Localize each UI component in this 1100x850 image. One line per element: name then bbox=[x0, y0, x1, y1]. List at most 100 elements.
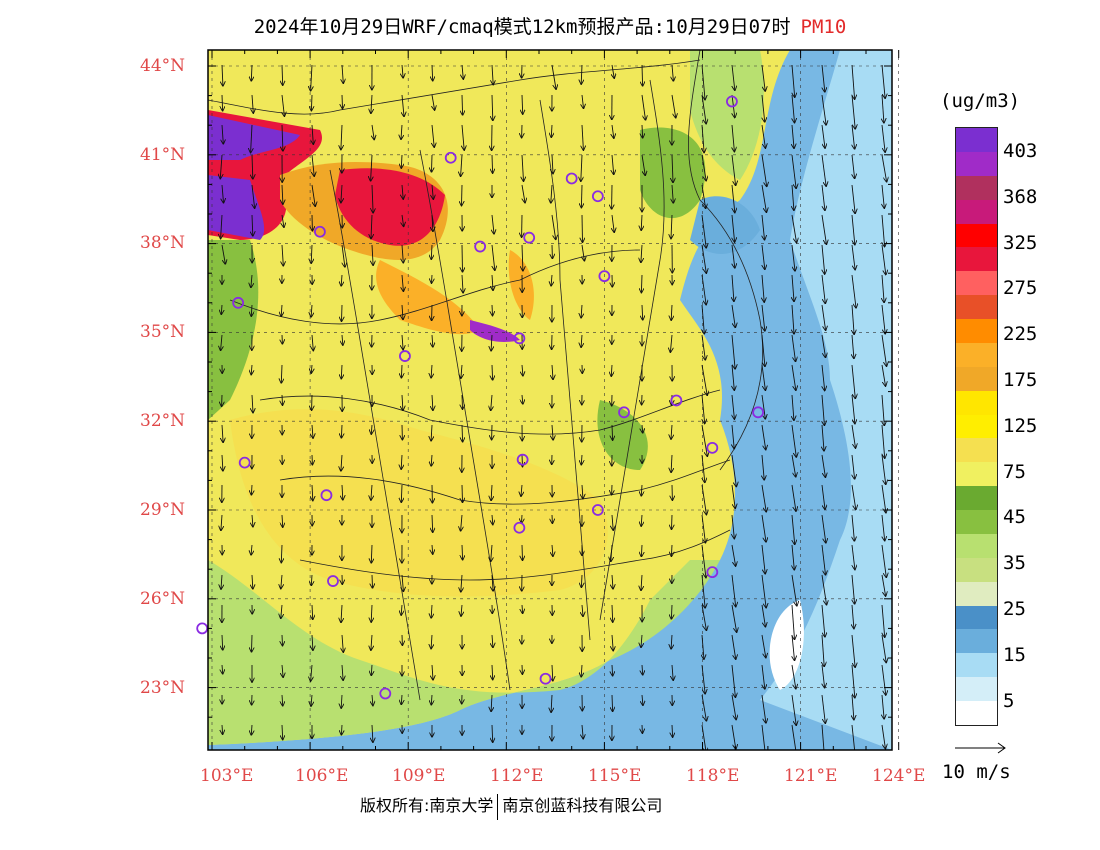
wind-arrow bbox=[881, 424, 885, 458]
axis-ticks bbox=[208, 50, 900, 750]
wind-arrow bbox=[761, 304, 765, 331]
west-peak-field bbox=[208, 115, 300, 160]
wind-arrow bbox=[881, 244, 886, 274]
wind-arrow bbox=[251, 64, 252, 81]
wind-arrow bbox=[372, 694, 373, 705]
wind-arrow bbox=[731, 664, 735, 697]
wind-arrow bbox=[432, 184, 433, 199]
wind-arrow bbox=[732, 424, 734, 449]
wind-arrow bbox=[761, 94, 765, 122]
legend-label: 325 bbox=[1003, 231, 1038, 254]
title-species: PM10 bbox=[800, 16, 847, 38]
wind-arrow bbox=[701, 484, 706, 514]
wind-arrow bbox=[732, 394, 734, 419]
wind-arrow bbox=[522, 244, 523, 271]
legend-swatch bbox=[956, 486, 997, 510]
wind-arrow bbox=[821, 694, 825, 723]
wind-arrow bbox=[281, 604, 282, 618]
wind-arrow bbox=[672, 724, 673, 737]
wind-arrow bbox=[222, 424, 223, 442]
wind-arrow bbox=[521, 184, 525, 203]
wind-arrow bbox=[552, 424, 553, 440]
wind-arrow bbox=[431, 244, 432, 259]
wind-arrow bbox=[882, 694, 884, 719]
wind-arrow bbox=[581, 574, 582, 587]
wind-arrow bbox=[431, 694, 432, 705]
wind-arrow bbox=[251, 124, 252, 152]
wind-arrow bbox=[342, 304, 343, 321]
wind-arrow bbox=[522, 394, 523, 404]
wind-arrow bbox=[761, 244, 765, 269]
wind-arrow bbox=[371, 424, 372, 434]
wind-arrow bbox=[701, 664, 705, 694]
central-yellow bbox=[230, 409, 608, 597]
city-marker bbox=[232, 296, 245, 309]
wind-arrow bbox=[821, 244, 825, 274]
wind-arrow bbox=[312, 154, 314, 176]
wind-arrow bbox=[731, 484, 735, 508]
legend-swatch bbox=[956, 581, 997, 606]
wind-arrow bbox=[732, 364, 734, 390]
wind-arrow bbox=[852, 304, 854, 334]
fenwei-purple bbox=[470, 320, 520, 342]
wind-arrow bbox=[582, 604, 583, 616]
copyright-left: 版权所有:南京大学 bbox=[360, 796, 494, 815]
wind-arrow bbox=[342, 94, 343, 108]
wind-arrow bbox=[822, 634, 824, 666]
wind-arrow bbox=[792, 634, 795, 660]
wind-arrow bbox=[341, 244, 345, 267]
legend-swatch bbox=[956, 175, 997, 200]
wind-arrow bbox=[222, 184, 224, 203]
dabie-green bbox=[597, 400, 648, 470]
wind-arrow bbox=[851, 664, 855, 698]
wind-arrow bbox=[491, 394, 492, 410]
wind-arrow bbox=[221, 214, 222, 238]
wind-arrow bbox=[851, 544, 855, 569]
wind-arrow bbox=[282, 394, 283, 405]
wind-arrow bbox=[251, 364, 252, 374]
wind-arrow bbox=[342, 634, 343, 652]
wind-arrow bbox=[491, 334, 492, 351]
west-peak-field-2 bbox=[208, 175, 265, 240]
wind-arrow bbox=[670, 334, 672, 352]
legend-swatch bbox=[956, 510, 997, 534]
wind-arrow bbox=[732, 514, 734, 538]
wind-arrow bbox=[672, 514, 673, 529]
city-marker bbox=[238, 456, 251, 469]
wind-arrow bbox=[731, 634, 736, 659]
wind-arrow bbox=[312, 634, 313, 650]
legend-label: 45 bbox=[1003, 506, 1026, 529]
wind-arrow bbox=[222, 664, 223, 674]
legend-swatch bbox=[956, 629, 997, 654]
wind-arrow bbox=[492, 364, 493, 380]
wind-arrow bbox=[761, 604, 765, 627]
wind-arrow bbox=[762, 454, 764, 480]
wind-arrow bbox=[582, 214, 583, 242]
city-marker bbox=[670, 394, 683, 407]
wind-arrow bbox=[522, 604, 523, 613]
wind-arrow bbox=[252, 634, 253, 652]
wind-arrow bbox=[312, 484, 313, 500]
wind-arrow bbox=[701, 214, 706, 248]
legend-label: 35 bbox=[1003, 552, 1026, 575]
wind-arrow bbox=[462, 544, 463, 560]
legend-label: 125 bbox=[1003, 414, 1038, 437]
wind-arrow bbox=[761, 664, 765, 689]
wind-arrow bbox=[701, 94, 706, 124]
wind-arrow bbox=[492, 154, 493, 173]
wind-arrow bbox=[581, 64, 582, 84]
wind-arrow bbox=[222, 64, 223, 86]
wind-arrow bbox=[252, 94, 253, 113]
wind-arrow bbox=[731, 64, 735, 90]
wind-arrow bbox=[221, 514, 222, 530]
legend-swatch bbox=[956, 128, 997, 152]
northeast-green bbox=[690, 50, 764, 180]
wind-arrow bbox=[731, 604, 737, 632]
wind-arrow bbox=[851, 274, 856, 308]
wind-arrow bbox=[342, 334, 343, 345]
wind-arrow bbox=[881, 334, 887, 366]
wind-arrow bbox=[432, 334, 433, 347]
wind-arrow bbox=[882, 394, 884, 425]
wind-arrow bbox=[792, 394, 794, 420]
wind-arrow bbox=[282, 664, 283, 677]
